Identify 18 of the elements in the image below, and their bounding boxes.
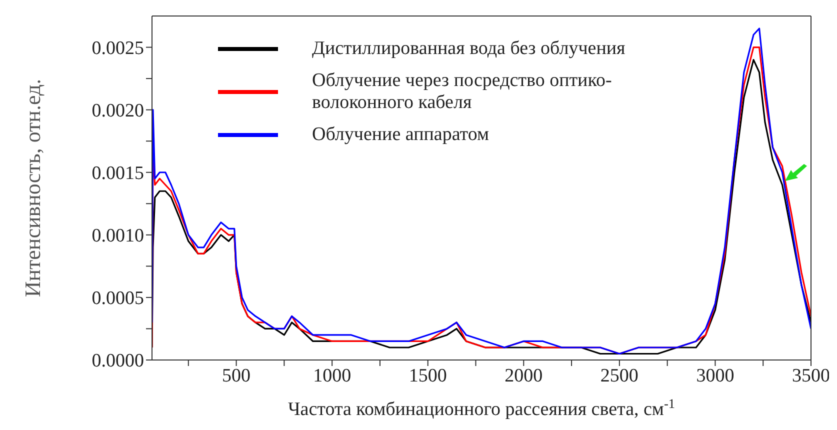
legend-label: Дистиллированная вода без облучения — [312, 38, 626, 60]
x-tick-label: 3500 — [792, 365, 830, 386]
y-tick-label: 0.0000 — [92, 350, 144, 372]
x-axis-title: Частота комбинационного рассеяния света, см$^{-1}$ — [288, 396, 676, 420]
y-tick-label: 0.0015 — [92, 163, 144, 184]
x-tick-label: 3000 — [696, 365, 734, 386]
y-tick-label: 0.0005 — [92, 288, 144, 310]
legend-label: Облучение через посредство оптико-волоконного кабеля — [312, 70, 613, 114]
y-tick-label: 0.0010 — [92, 226, 144, 247]
x-tick-label: 2000 — [504, 365, 543, 386]
x-tick-label: 1500 — [408, 365, 447, 386]
legend-label: Облучение аппаратом — [312, 124, 490, 146]
y-axis-title: Интенсивность, отн.ед. — [20, 78, 45, 298]
x-tick-label: 2500 — [600, 365, 638, 386]
y-tick-label: 0.0025 — [92, 38, 144, 60]
y-tick-label: 0.0020 — [92, 100, 144, 122]
x-tick-label: 1000 — [313, 365, 352, 386]
x-tick-label: 500 — [222, 365, 251, 386]
